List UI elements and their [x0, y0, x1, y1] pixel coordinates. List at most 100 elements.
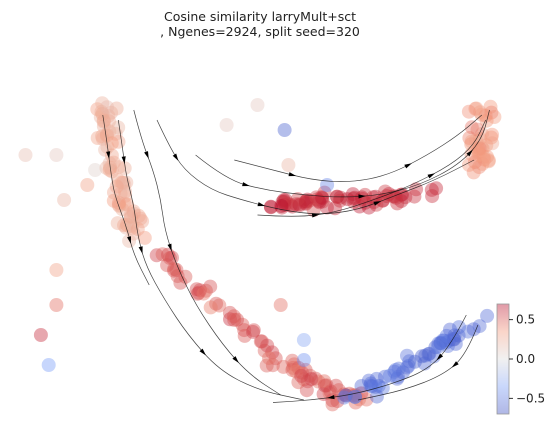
- cell-point: [135, 214, 150, 229]
- cell-point: [303, 368, 317, 383]
- cell-point: [390, 196, 405, 211]
- chart-title-line-2: , Ngenes=2924, split seed=320: [160, 24, 360, 39]
- cell-point: [348, 389, 362, 404]
- cell-point: [395, 187, 409, 202]
- cell-point: [394, 187, 409, 202]
- cell-point: [57, 193, 72, 207]
- cell-point: [378, 369, 392, 384]
- cell-point: [375, 381, 390, 395]
- stream-arrowhead: [404, 163, 412, 169]
- cell-point: [18, 148, 33, 162]
- cell-point: [476, 149, 491, 164]
- cell-point: [431, 339, 445, 354]
- cell-point: [273, 298, 288, 312]
- cell-point: [90, 102, 105, 117]
- cell-point: [118, 184, 132, 199]
- chart-title-line-1: Cosine similarity larryMult+sct: [163, 9, 357, 24]
- cell-point: [352, 392, 367, 407]
- cell-point: [246, 324, 260, 339]
- cell-point: [227, 312, 242, 327]
- cell-point: [314, 190, 329, 205]
- cell-point: [358, 187, 372, 202]
- cell-points: [18, 96, 502, 412]
- cell-point: [342, 386, 357, 401]
- stream-arrowhead: [373, 201, 382, 206]
- cell-point: [388, 363, 403, 377]
- cell-point: [466, 322, 481, 337]
- cell-point: [130, 222, 145, 237]
- cell-point: [336, 387, 351, 402]
- cell-point: [312, 195, 327, 210]
- cell-point: [274, 199, 289, 213]
- cell-point: [109, 101, 124, 116]
- cell-point: [470, 122, 485, 137]
- cell-point: [276, 193, 291, 208]
- cell-point: [394, 194, 409, 209]
- cell-point: [95, 107, 110, 121]
- cell-point: [391, 361, 406, 376]
- cell-point: [323, 384, 338, 399]
- colorbar-tick-label: −0.5: [516, 391, 545, 405]
- cell-point: [446, 331, 461, 346]
- cell-point: [319, 200, 334, 215]
- cell-point: [253, 334, 268, 349]
- cell-point: [167, 262, 182, 276]
- cell-point: [469, 101, 484, 116]
- cell-point: [114, 175, 129, 190]
- cell-point: [111, 173, 126, 188]
- cell-point: [331, 383, 346, 398]
- cell-point: [361, 373, 376, 388]
- cell-point: [222, 305, 237, 320]
- cell-point: [421, 347, 436, 362]
- cell-point: [363, 376, 378, 391]
- cell-point: [235, 317, 250, 332]
- cell-point: [49, 148, 64, 162]
- cell-point: [280, 196, 295, 211]
- cell-point: [422, 346, 437, 361]
- cell-point: [277, 123, 292, 137]
- cell-point: [94, 104, 109, 119]
- cell-point: [237, 323, 252, 338]
- cell-point: [104, 136, 119, 151]
- cell-point: [263, 199, 278, 214]
- cell-point: [260, 338, 275, 353]
- cell-point: [471, 142, 486, 157]
- stream-arrowhead: [311, 213, 320, 218]
- cell-point: [347, 190, 362, 205]
- cell-point: [472, 160, 487, 175]
- cell-point: [328, 378, 343, 393]
- cell-point: [285, 199, 300, 214]
- cell-point: [298, 362, 313, 377]
- cell-point: [285, 353, 300, 368]
- cell-point: [162, 251, 177, 266]
- cell-point: [102, 162, 117, 177]
- stream-arrowhead: [144, 151, 149, 159]
- cell-point: [122, 233, 137, 248]
- cell-point: [289, 364, 303, 379]
- cell-point: [117, 196, 132, 211]
- cell-point: [116, 175, 131, 190]
- cell-point: [226, 309, 241, 324]
- cell-point: [359, 392, 374, 407]
- cell-point: [474, 140, 489, 155]
- cell-point: [298, 195, 313, 210]
- cell-point: [119, 175, 134, 190]
- cell-point: [104, 164, 119, 179]
- cell-point: [283, 198, 298, 213]
- stream-arrowhead: [121, 156, 126, 164]
- cell-point: [414, 349, 429, 364]
- cell-point: [133, 211, 148, 226]
- cell-point: [382, 368, 397, 383]
- cell-point: [442, 333, 456, 348]
- cell-point: [100, 100, 115, 115]
- cell-point: [149, 248, 164, 263]
- cell-point: [112, 160, 126, 175]
- cell-point: [300, 374, 315, 389]
- cell-point: [371, 378, 386, 393]
- cell-point: [111, 195, 126, 210]
- stream-arrowhead: [436, 353, 444, 361]
- cell-point: [95, 131, 110, 146]
- cell-point: [246, 323, 261, 338]
- cell-point: [400, 348, 414, 363]
